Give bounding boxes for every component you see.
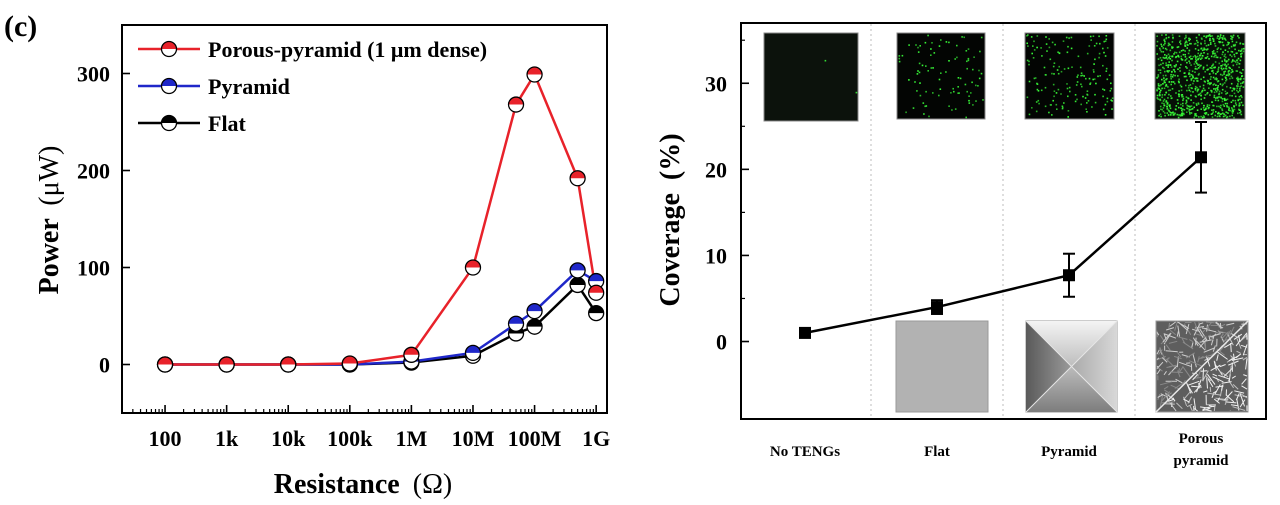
- category-label: No TENGs: [770, 444, 840, 460]
- coverage-category-separators: [870, 24, 1136, 418]
- legend-marker-porous-pyramid: [160, 40, 178, 58]
- data-point-porous-pyramid: [526, 66, 543, 83]
- fluorescence-image-pyramid: [1024, 32, 1115, 120]
- power-y-ticks: 0 100 200 300: [77, 62, 130, 378]
- coverage-data-point: [1063, 269, 1075, 282]
- data-point-porous-pyramid: [464, 259, 482, 276]
- coverage-data-point: [1195, 151, 1207, 164]
- legend-marker-shape: [160, 77, 178, 95]
- data-point-pyramid: [464, 344, 482, 362]
- power-x-tick-label: 1M: [396, 426, 428, 451]
- power-y-tick-label: 200: [77, 159, 110, 184]
- fluorescence-images: [763, 32, 1246, 122]
- panel-label: (c): [4, 10, 37, 43]
- coverage-y-tick-label: 30: [705, 71, 727, 96]
- power-x-ticks: 100 1k 10k 100k 1M 10M 100M 1G: [149, 405, 610, 451]
- power-legend: Porous-pyramid (1 μm dense) Pyramid Flat: [138, 37, 487, 136]
- coverage-y-tick-label: 0: [716, 330, 727, 355]
- data-point-flat: [526, 318, 543, 335]
- data-point-flat: [569, 276, 586, 294]
- legend-label-pyramid: Pyramid: [208, 74, 290, 99]
- data-point-porous-pyramid: [507, 96, 525, 113]
- data-point-pyramid: [526, 302, 543, 320]
- data-point-flat: [588, 304, 605, 322]
- coverage-data-point: [931, 301, 943, 314]
- legend-marker-pyramid: [160, 77, 178, 95]
- data-point-porous-pyramid: [341, 355, 358, 372]
- power-x-tick-label: 1k: [215, 426, 239, 451]
- power-chart: 100 1k 10k 100k 1M 10M 100M 1G 0 100 200 300 Resis…: [34, 24, 610, 500]
- coverage-y-axis-title: Coverage (%): [655, 133, 686, 306]
- power-x-tick-label: 100: [149, 426, 182, 451]
- data-point-pyramid: [569, 262, 586, 279]
- data-point-porous-pyramid: [280, 356, 297, 373]
- coverage-y-tick-label: 20: [705, 157, 727, 182]
- power-plot-frame: [121, 24, 608, 414]
- legend-marker-shape: [160, 40, 178, 58]
- power-x-axis-unit: (Ω): [413, 469, 452, 500]
- sem-images: [895, 320, 1249, 413]
- fluorescence-image-flat: [896, 32, 986, 120]
- power-series: [156, 66, 605, 373]
- coverage-y-ticks: 0 10 20 30: [705, 39, 749, 355]
- data-point-porous-pyramid: [218, 356, 235, 373]
- power-x-tick-label: 10k: [271, 426, 306, 451]
- category-label: Pyramid: [1041, 444, 1097, 460]
- power-x-tick-label: 10M: [452, 426, 495, 451]
- legend-entry-pyramid: Pyramid: [138, 74, 290, 99]
- legend-marker-shape: [160, 114, 178, 132]
- coverage-y-tick-label: 10: [705, 243, 727, 268]
- sem-image-porous-pyramid: [1155, 320, 1249, 413]
- legend-entry-porous-pyramid: Porous-pyramid (1 μm dense): [138, 37, 487, 62]
- data-point-porous-pyramid: [156, 356, 174, 373]
- coverage-line: [804, 156, 1202, 335]
- power-x-tick-label: 100M: [508, 426, 562, 451]
- power-x-tick-label: 1G: [582, 426, 610, 451]
- data-point-porous-pyramid: [569, 170, 586, 187]
- coverage-y-axis-label: Coverage: [655, 193, 686, 307]
- power-y-tick-label: 0: [99, 353, 110, 378]
- power-x-minor-ticks: [121, 409, 594, 413]
- power-y-tick-label: 300: [77, 62, 110, 87]
- coverage-chart: 0 10 20 30 No TENGs Flat Pyramid Porous pyramid…: [655, 22, 1267, 469]
- coverage-series: [799, 121, 1207, 339]
- data-point-porous-pyramid: [403, 346, 420, 363]
- power-y-axis-label: Power: [34, 219, 65, 295]
- legend-marker-flat: [160, 114, 178, 132]
- coverage-y-axis-unit: (%): [655, 133, 686, 180]
- sem-image-pyramid: [1025, 320, 1118, 413]
- power-x-axis-label: Resistance: [274, 469, 400, 500]
- fluorescence-image-no-tengs: [763, 32, 859, 122]
- power-x-axis-title: Resistance (Ω): [274, 469, 452, 500]
- power-y-axis-title: Power (μW): [34, 146, 65, 295]
- legend-label-flat: Flat: [208, 111, 247, 136]
- power-x-tick-label: 100k: [327, 426, 373, 451]
- category-label: Flat: [924, 444, 950, 460]
- coverage-category-labels: No TENGs Flat Pyramid Porous pyramid: [770, 431, 1229, 469]
- fluorescence-image-porous-pyramid: [1154, 32, 1246, 120]
- category-label: Porous pyramid: [1173, 431, 1229, 469]
- data-point-porous-pyramid: [588, 284, 605, 301]
- power-y-tick-label: 100: [77, 256, 110, 281]
- series-line-porous-pyramid: [165, 71, 598, 366]
- coverage-data-point: [799, 326, 811, 339]
- power-y-axis-unit: (μW): [34, 146, 65, 206]
- sem-image-flat: [895, 320, 989, 413]
- legend-entry-flat: Flat: [138, 111, 247, 136]
- data-point-pyramid: [507, 315, 525, 332]
- legend-label-porous-pyramid: Porous-pyramid (1 μm dense): [208, 37, 487, 62]
